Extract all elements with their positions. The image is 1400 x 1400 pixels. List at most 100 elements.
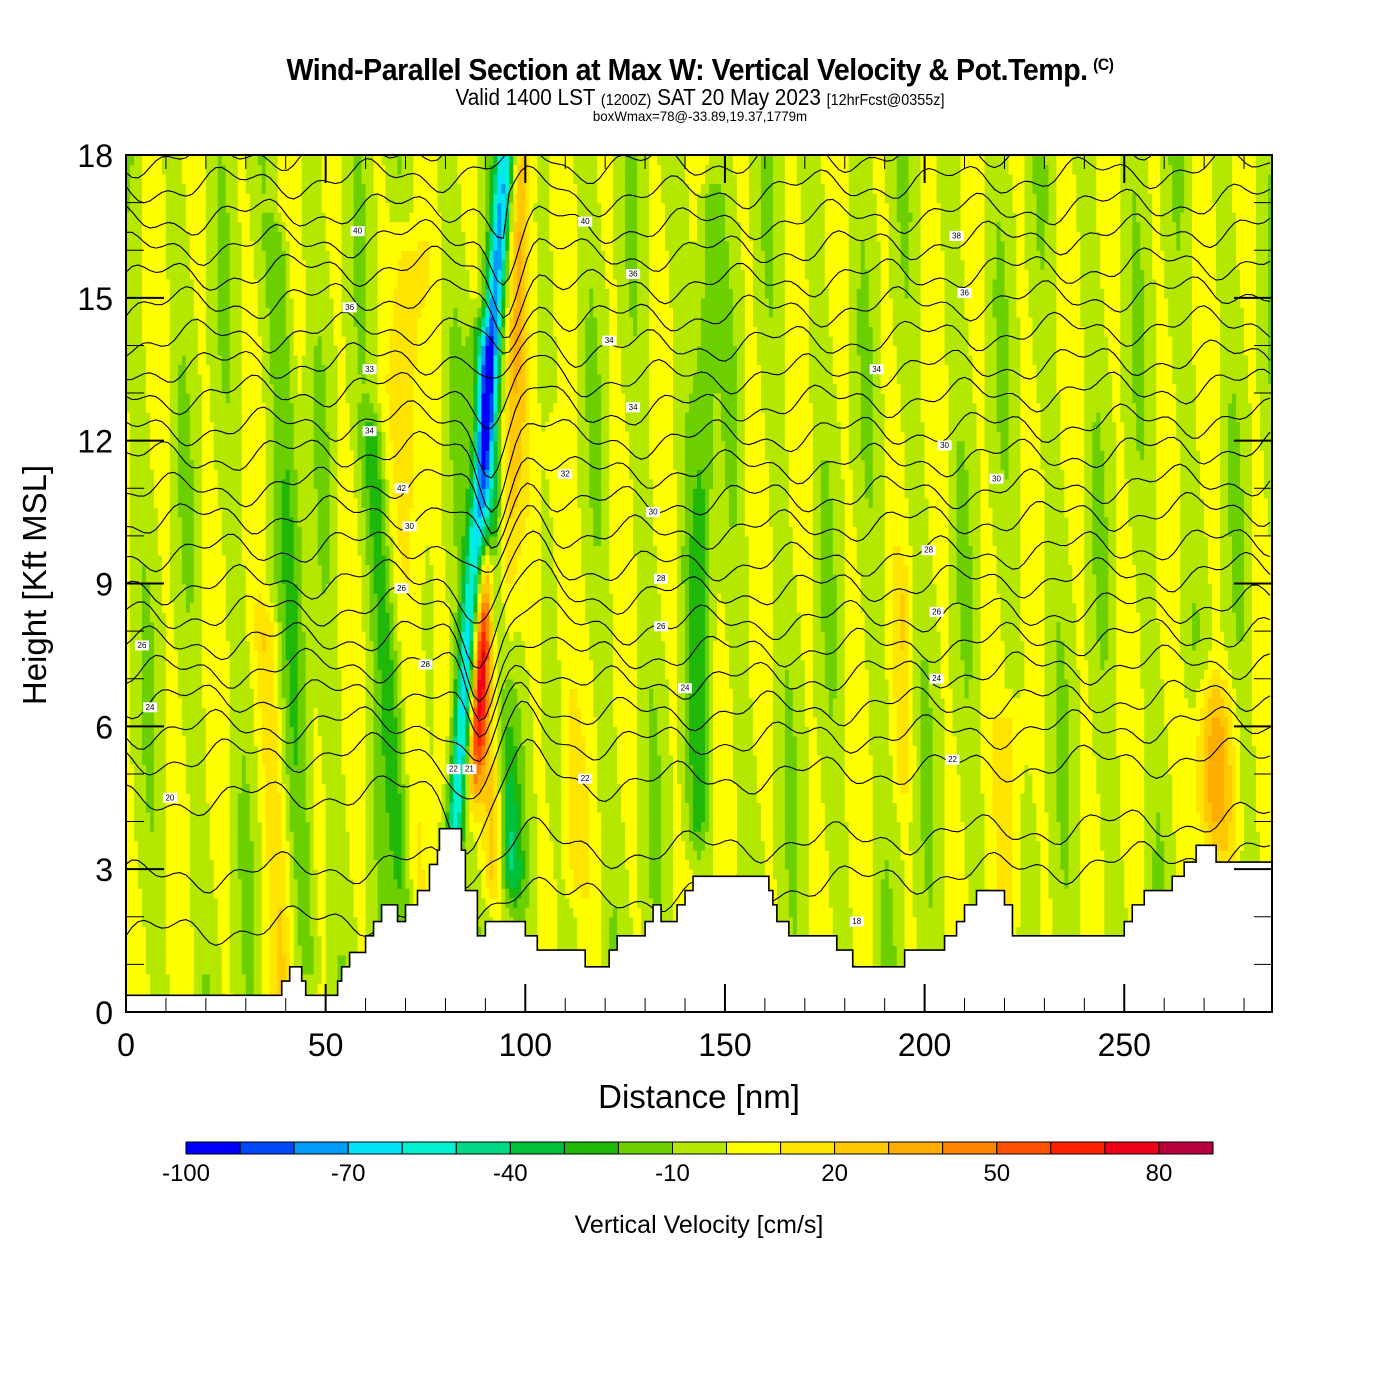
w-cell	[541, 526, 554, 537]
w-cell	[812, 650, 826, 661]
w-cell	[689, 802, 694, 813]
w-cell	[705, 773, 710, 784]
w-cell	[932, 574, 950, 585]
w-cell	[313, 764, 323, 775]
w-cell	[820, 545, 834, 556]
w-cell	[689, 554, 706, 565]
w-cell	[389, 621, 395, 632]
w-cell	[541, 612, 558, 623]
w-cell	[541, 488, 550, 499]
w-cell	[992, 802, 1014, 813]
w-cell	[165, 745, 187, 756]
w-cell	[1236, 783, 1241, 794]
w-cell	[365, 716, 375, 727]
w-cell	[1168, 754, 1197, 765]
w-cell	[888, 716, 898, 727]
w-cell	[397, 535, 411, 546]
w-cell	[361, 612, 371, 623]
w-cell	[808, 735, 818, 746]
w-cell	[497, 631, 510, 642]
w-cell	[289, 954, 295, 965]
w-cell	[373, 812, 391, 823]
w-cell	[828, 888, 850, 899]
w-cell	[617, 773, 638, 784]
w-cell	[361, 488, 371, 499]
w-cell	[445, 745, 450, 756]
w-cell	[637, 564, 658, 575]
w-cell	[900, 850, 914, 861]
w-cell	[497, 878, 502, 889]
w-cell	[788, 516, 814, 527]
w-cell	[1116, 688, 1145, 699]
w-cell	[1204, 773, 1209, 784]
w-cell	[313, 459, 331, 470]
w-cell	[421, 831, 439, 842]
w-cell	[1064, 659, 1077, 670]
w-cell	[1144, 735, 1169, 746]
w-cell	[245, 764, 259, 775]
w-cell	[181, 526, 195, 537]
w-cell	[257, 659, 275, 670]
w-cell	[832, 916, 854, 927]
w-cell	[1152, 859, 1165, 870]
w-cell	[277, 707, 283, 718]
w-cell	[261, 888, 271, 899]
w-cell	[1160, 640, 1181, 651]
w-cell	[1116, 745, 1145, 756]
w-cell	[241, 459, 267, 470]
w-cell	[154, 469, 171, 480]
w-cell	[273, 669, 279, 680]
w-cell	[812, 612, 822, 623]
w-cell	[489, 621, 494, 632]
w-cell	[872, 497, 886, 508]
w-cell	[649, 688, 654, 699]
w-cell	[130, 726, 143, 737]
w-cell	[681, 554, 690, 565]
w-cell	[277, 935, 283, 946]
w-cell	[1120, 793, 1145, 804]
w-cell	[713, 831, 738, 842]
w-cell	[713, 812, 738, 823]
w-cell	[784, 850, 798, 861]
w-cell	[493, 574, 502, 585]
w-cell	[677, 497, 686, 508]
w-cell	[329, 545, 339, 556]
w-cell	[1180, 631, 1193, 642]
w-cell	[497, 850, 502, 861]
w-cell	[277, 773, 283, 784]
w-cell	[908, 621, 914, 632]
w-cell	[996, 574, 1022, 585]
w-cell	[253, 850, 263, 861]
w-cell	[281, 650, 287, 661]
w-cell	[1252, 697, 1272, 708]
w-cell	[533, 773, 546, 784]
w-cell	[709, 783, 714, 794]
w-cell	[1204, 831, 1213, 842]
w-cell	[677, 697, 686, 708]
w-cell	[784, 716, 794, 727]
w-cell	[497, 516, 502, 527]
w-cell	[130, 526, 159, 537]
w-cell	[653, 497, 678, 508]
w-cell	[1020, 583, 1045, 594]
w-cell	[321, 964, 327, 975]
w-cell	[297, 973, 323, 984]
w-cell	[217, 935, 231, 946]
w-cell	[1220, 545, 1233, 556]
w-cell	[884, 602, 894, 613]
w-cell	[1020, 802, 1037, 813]
w-cell	[657, 707, 670, 718]
w-cell	[377, 640, 391, 651]
w-cell	[996, 564, 1022, 575]
w-cell	[165, 688, 179, 699]
w-cell	[154, 497, 171, 508]
w-cell	[561, 716, 570, 727]
w-cell	[541, 707, 562, 718]
w-cell	[1020, 907, 1041, 918]
w-cell	[677, 564, 682, 575]
w-cell	[776, 907, 790, 918]
w-cell	[501, 869, 506, 880]
w-cell	[473, 593, 478, 604]
w-cell	[397, 497, 415, 508]
w-cell	[1100, 650, 1109, 661]
